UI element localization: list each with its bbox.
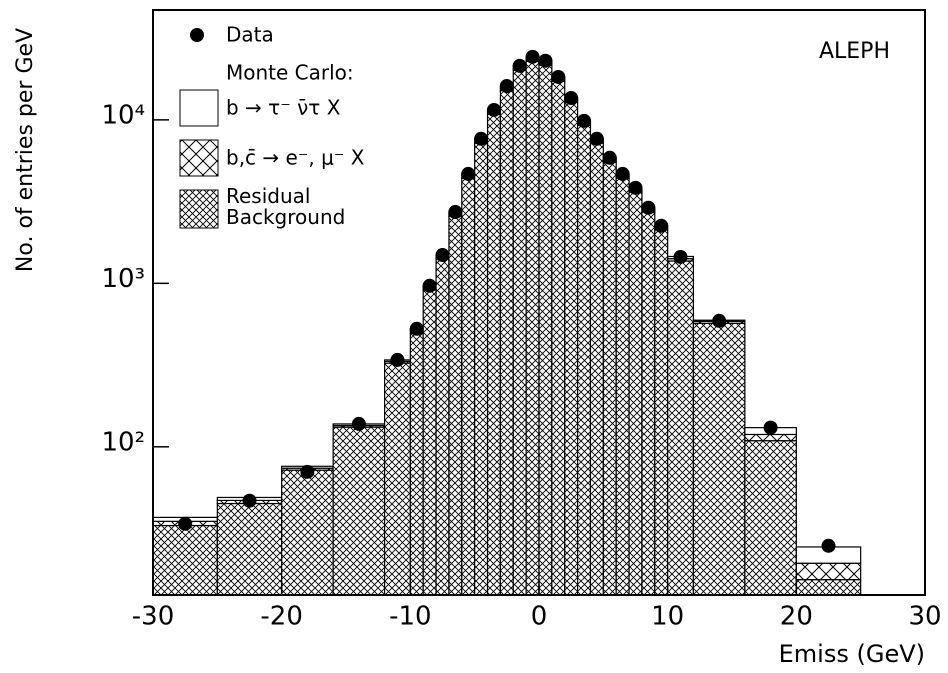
histogram-segment xyxy=(216,502,283,596)
histogram-segment xyxy=(564,101,579,596)
histogram-segment xyxy=(384,362,411,596)
histogram-segment xyxy=(409,332,424,596)
histogram-segment xyxy=(692,322,746,596)
histogram-segment xyxy=(152,524,218,596)
x-tick-label: -20 xyxy=(260,602,302,632)
data-point xyxy=(602,150,617,165)
histogram-segment xyxy=(538,64,553,596)
x-tick-label: 20 xyxy=(780,602,813,632)
histogram-segment xyxy=(281,469,334,596)
data-point xyxy=(577,113,592,128)
data-point xyxy=(615,166,630,181)
data-point xyxy=(178,516,193,531)
x-tick-label: 0 xyxy=(531,602,548,632)
histogram-segment xyxy=(628,191,643,596)
data-point xyxy=(461,166,476,181)
data-point xyxy=(551,69,566,84)
y-tick-label: 10² xyxy=(101,427,145,457)
legend-swatch xyxy=(179,89,219,127)
data-point xyxy=(242,493,257,508)
histogram-segment xyxy=(744,440,797,596)
histogram-segment xyxy=(461,177,476,596)
histogram-segment xyxy=(667,260,695,596)
x-tick-label: 30 xyxy=(908,602,941,632)
histogram-segment xyxy=(525,60,540,596)
data-point xyxy=(525,49,540,64)
data-point xyxy=(390,352,405,367)
histogram-segment xyxy=(332,426,386,596)
data-point xyxy=(628,180,643,195)
histogram-segment xyxy=(448,215,463,596)
data-point xyxy=(300,464,315,479)
data-point xyxy=(512,58,527,73)
histogram-segment xyxy=(422,289,437,596)
y-tick-label: 10⁴ xyxy=(101,100,145,130)
histogram-segment xyxy=(512,69,527,596)
histogram-segment xyxy=(474,142,489,596)
x-tick-label: -30 xyxy=(132,602,174,632)
legend-title: Monte Carlo: xyxy=(226,61,354,85)
data-point xyxy=(351,416,366,431)
legend-label: b → τ⁻ ν̄τ X xyxy=(226,96,341,120)
histogram-segment xyxy=(576,124,592,596)
x-tick-label: 10 xyxy=(651,602,684,632)
data-point xyxy=(486,102,501,117)
x-tick-label: -10 xyxy=(389,602,431,632)
y-axis-label: No. of entries per GeV xyxy=(13,28,38,272)
x-axis-label: Emiss (GeV) xyxy=(779,640,925,668)
histogram-segment xyxy=(435,258,450,596)
histogram-segment xyxy=(551,80,566,596)
data-point xyxy=(422,278,437,293)
histogram-segment xyxy=(615,177,630,596)
legend-swatch xyxy=(179,189,219,229)
y-tick-label: 10³ xyxy=(101,264,145,294)
data-point xyxy=(654,218,669,233)
legend-label: Data xyxy=(226,23,274,47)
legend-marker xyxy=(190,28,204,42)
data-point xyxy=(673,249,688,264)
data-point xyxy=(435,248,450,263)
data-point xyxy=(538,53,553,68)
data-point xyxy=(712,313,727,328)
histogram-segment xyxy=(589,142,604,596)
histogram-segment xyxy=(795,579,862,596)
data-point xyxy=(641,200,656,215)
histogram-segment xyxy=(486,113,501,596)
histogram-segment xyxy=(499,90,514,596)
plot-area xyxy=(152,56,862,596)
annotation: ALEPH xyxy=(819,39,890,64)
histogram-segment xyxy=(744,433,797,442)
data-point xyxy=(499,79,514,94)
data-point xyxy=(564,91,579,106)
histogram-segment xyxy=(654,229,669,596)
legend-swatch xyxy=(179,139,219,177)
histogram-segment xyxy=(602,161,617,596)
data-point xyxy=(763,420,778,435)
data-point xyxy=(448,205,463,220)
legend-label: b,c̄ → e⁻, μ⁻ X xyxy=(226,146,365,170)
histogram-segment xyxy=(641,211,656,596)
data-point xyxy=(821,538,836,553)
histogram-segment xyxy=(795,562,862,581)
data-point xyxy=(589,131,604,146)
data-point xyxy=(409,321,424,336)
legend-label: Residual Background xyxy=(226,184,346,229)
data-point xyxy=(474,131,489,146)
